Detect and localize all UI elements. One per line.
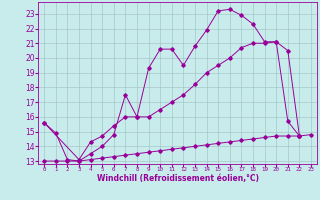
X-axis label: Windchill (Refroidissement éolien,°C): Windchill (Refroidissement éolien,°C): [97, 174, 259, 183]
